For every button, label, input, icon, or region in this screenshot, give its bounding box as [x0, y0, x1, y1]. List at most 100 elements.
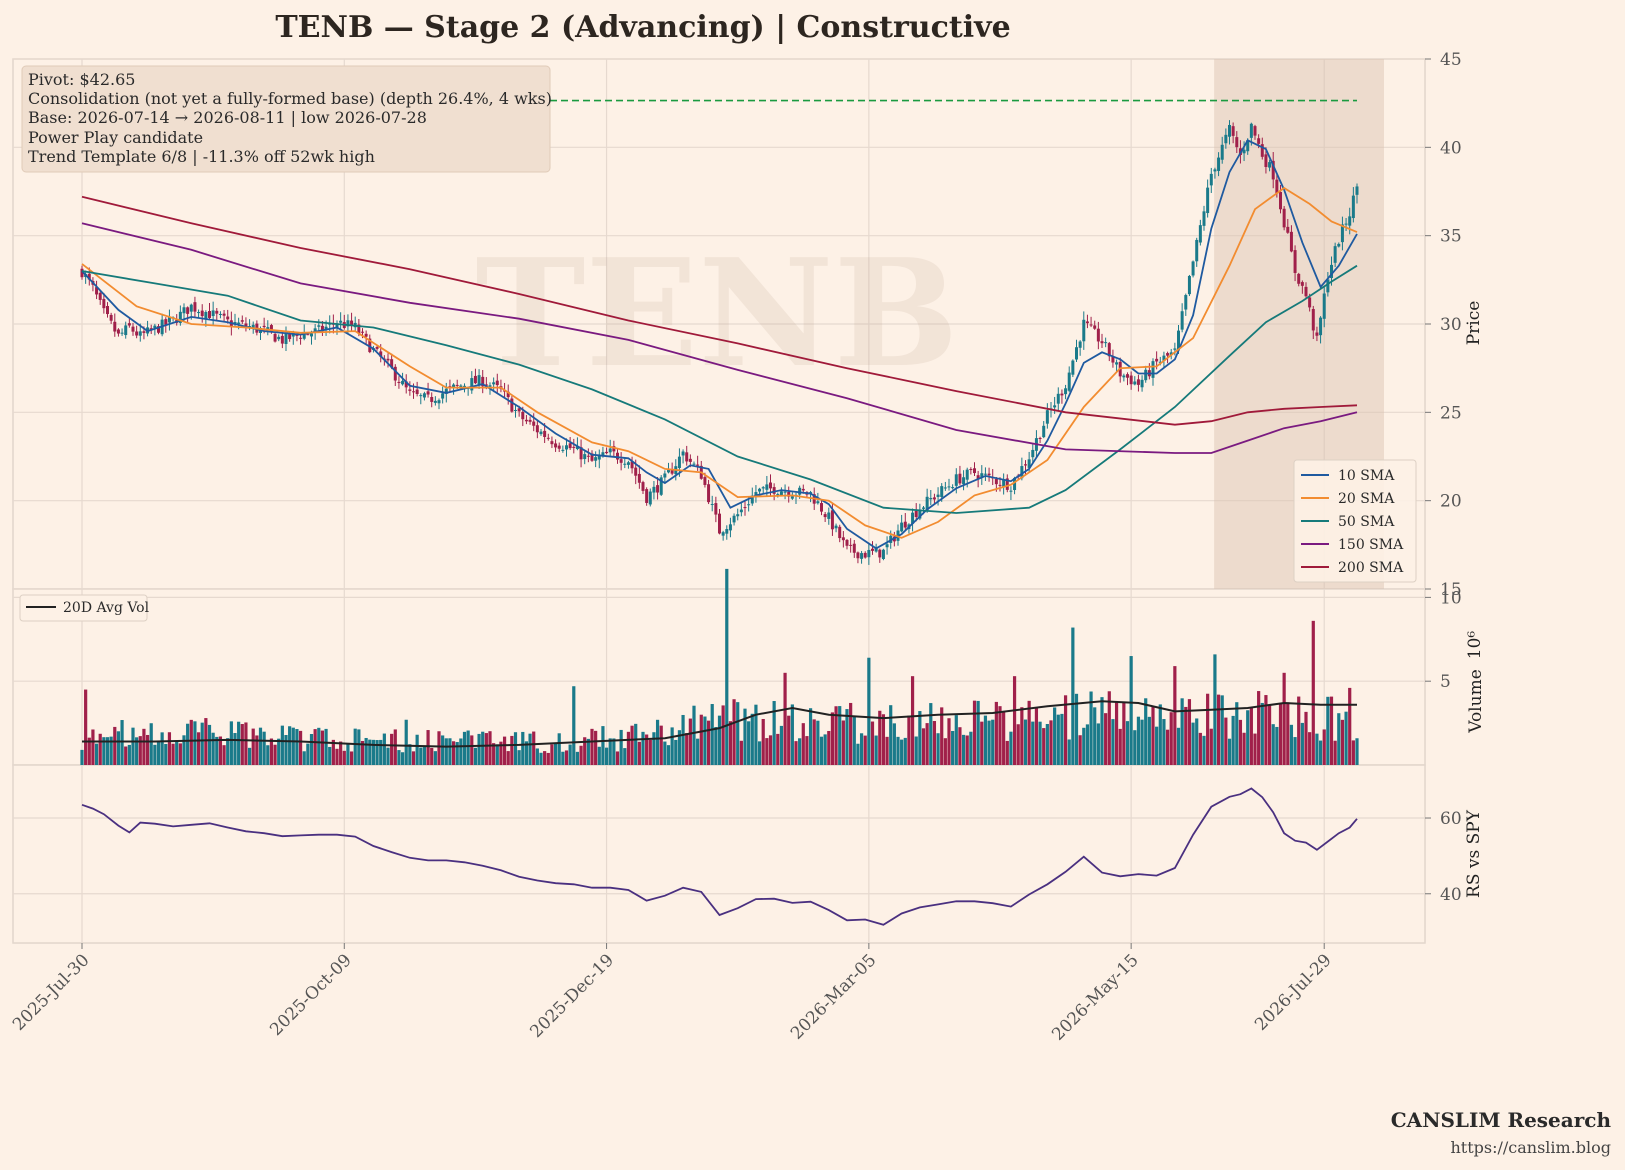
candle-body — [1271, 160, 1275, 180]
volume-bar — [317, 727, 321, 765]
volume-bar — [670, 727, 674, 765]
volume-bar — [138, 736, 142, 765]
volume-bar — [819, 736, 824, 765]
volume-bar — [1322, 729, 1326, 765]
candle-body — [1235, 137, 1239, 148]
candle-body — [306, 334, 310, 336]
volume-bar — [550, 744, 554, 765]
candle-body — [772, 487, 776, 494]
volume-bar — [1169, 712, 1173, 765]
volume-bar — [390, 733, 394, 765]
volume-bar — [291, 727, 295, 765]
candle-body — [1115, 362, 1119, 365]
candle-body — [1038, 437, 1042, 439]
candle-body — [1282, 208, 1286, 228]
volume-bar — [495, 744, 499, 765]
candle-body — [994, 479, 998, 485]
candle-body — [561, 449, 565, 451]
volume-bar — [400, 752, 405, 765]
candle-body — [743, 507, 747, 509]
volume-bar — [790, 704, 794, 765]
volume-bar — [663, 741, 667, 765]
candle-body — [1187, 275, 1191, 295]
volume-bar — [645, 734, 649, 765]
volume-bar — [597, 746, 601, 765]
volume-bar — [630, 725, 634, 765]
candle-body — [368, 338, 372, 353]
candle-body — [1304, 286, 1308, 297]
volume-bar — [739, 740, 743, 765]
candle-body — [885, 544, 889, 548]
volume-bar — [1023, 719, 1028, 765]
volume-bar — [1129, 656, 1133, 765]
legend-label: 200 SMA — [1338, 560, 1404, 576]
volume-bar — [754, 704, 758, 765]
grid-lines — [13, 58, 1425, 943]
candle-body — [470, 378, 474, 391]
volume-bar — [557, 733, 561, 765]
volume-bar — [441, 735, 445, 765]
candle-body — [663, 473, 667, 478]
volume-bar — [757, 741, 762, 765]
volume-bar — [626, 731, 631, 765]
volume-bar — [1176, 727, 1181, 765]
candle-body — [335, 323, 339, 327]
volume-bar — [1344, 711, 1348, 765]
volume-bar — [135, 737, 139, 765]
candle-body — [320, 325, 324, 332]
candle-body — [645, 489, 649, 503]
volume-bar — [972, 700, 977, 765]
candle-body — [1056, 393, 1060, 404]
candle-body — [863, 552, 867, 558]
candle-body — [736, 514, 740, 517]
volume-bar — [958, 727, 962, 765]
candle-body — [871, 548, 874, 551]
candle-body — [747, 504, 751, 506]
candle-body — [801, 488, 805, 491]
volume-bar — [1100, 697, 1104, 765]
volume-bar — [306, 743, 310, 765]
volume-bar — [728, 721, 733, 765]
volume-bar — [1056, 714, 1060, 765]
volume-bar — [451, 741, 456, 765]
candle-body — [634, 467, 638, 476]
volume-bar — [1293, 737, 1297, 765]
candle-body — [251, 324, 255, 329]
candle-body — [830, 510, 834, 530]
volume-bar — [1191, 722, 1195, 765]
candle-body — [739, 509, 743, 513]
candle-body — [408, 389, 412, 391]
volume-bar — [706, 720, 711, 765]
candle-body — [980, 473, 984, 478]
candle-body — [1075, 347, 1078, 360]
candle-body — [510, 398, 514, 412]
volume-bar — [160, 732, 164, 765]
volume-bar — [1271, 724, 1275, 765]
candle-body — [652, 486, 656, 493]
volume-bar — [1144, 698, 1148, 765]
volume-bar — [863, 735, 867, 765]
candle-body — [648, 491, 652, 505]
volume-bar — [94, 743, 99, 765]
candle-body — [973, 468, 976, 474]
volume-bar — [1140, 719, 1144, 765]
candle-body — [725, 529, 729, 534]
candle-body — [1158, 361, 1162, 363]
volume-bar — [604, 747, 609, 765]
candle-body — [692, 463, 696, 465]
volume-bar — [961, 734, 966, 765]
candle-body — [823, 514, 827, 518]
candle-body — [630, 461, 634, 469]
candle-body — [903, 521, 907, 528]
candle-body — [1027, 459, 1031, 468]
volume-bar — [513, 732, 518, 765]
candle-body — [98, 292, 102, 300]
candle-body — [659, 477, 663, 495]
avg-volume-line — [82, 700, 1357, 748]
volume-bar — [1329, 696, 1334, 765]
volume-bar — [743, 708, 747, 765]
price-axis-label: Price — [1464, 301, 1484, 346]
volume-bar — [1311, 620, 1315, 765]
volume-bar — [615, 751, 620, 765]
volume-bar — [218, 736, 223, 765]
